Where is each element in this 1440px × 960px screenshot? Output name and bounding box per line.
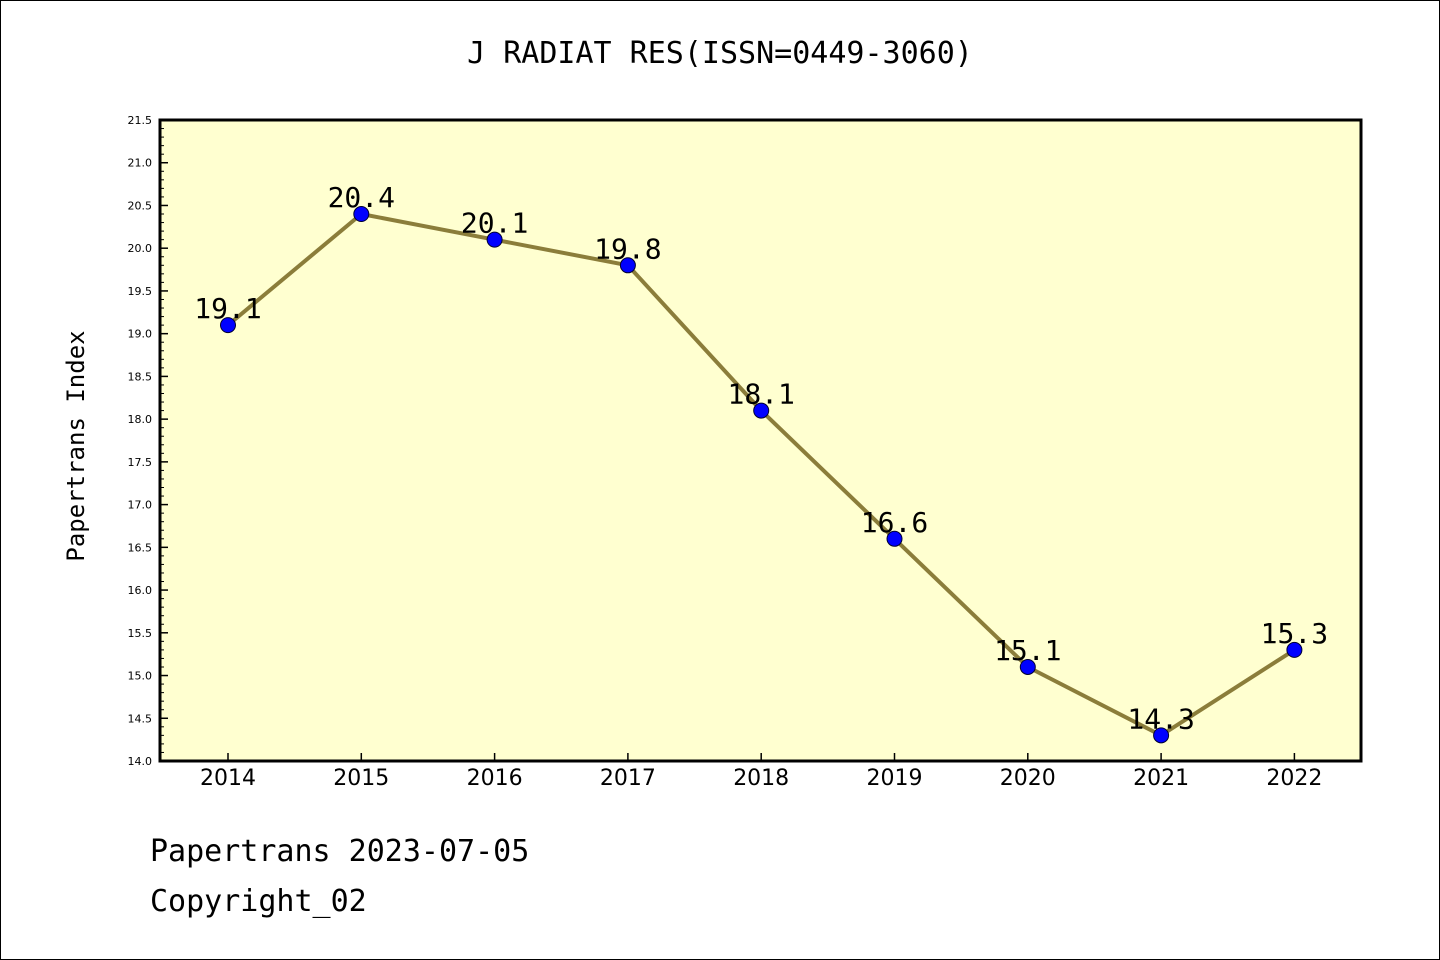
y-tick-label: 20.5 bbox=[128, 199, 153, 212]
data-label: 19.8 bbox=[594, 232, 661, 265]
data-label: 16.6 bbox=[861, 506, 928, 539]
y-axis: 14.0 14.5 15.0 15.5 16.0 16.5 17.0 17.5 18.0 18.5… bbox=[128, 114, 168, 768]
y-tick-label: 18.5 bbox=[128, 370, 153, 383]
y-tick-label: 14.0 bbox=[128, 755, 153, 768]
y-tick-label: 19.0 bbox=[128, 328, 153, 341]
plot-border bbox=[158, 118, 1363, 763]
data-label: 15.1 bbox=[994, 634, 1061, 667]
data-point bbox=[1286, 641, 1303, 658]
data-label: 15.3 bbox=[1261, 617, 1328, 650]
y-tick-label: 17.5 bbox=[128, 456, 153, 469]
y-tick-label: 21.0 bbox=[128, 157, 153, 170]
data-point bbox=[220, 317, 236, 334]
data-point bbox=[886, 530, 903, 547]
x-tick-label: 2021 bbox=[1133, 766, 1189, 791]
data-point bbox=[1153, 727, 1170, 744]
x-tick-label: 2020 bbox=[1000, 766, 1056, 791]
x-tick-label: 2014 bbox=[200, 766, 256, 791]
y-tick-label: 15.5 bbox=[128, 627, 153, 640]
data-label: 20.4 bbox=[328, 181, 395, 214]
data-point bbox=[619, 257, 636, 274]
x-tick-label: 2018 bbox=[733, 766, 789, 791]
chart-title: J RADIAT RES(ISSN=0449-3060) bbox=[467, 36, 973, 71]
x-tick-label: 2019 bbox=[867, 766, 923, 791]
data-label: 18.1 bbox=[727, 378, 794, 411]
x-tick-label: 2022 bbox=[1266, 766, 1322, 791]
data-label: 19.1 bbox=[194, 292, 261, 325]
footer-date: Papertrans 2023-07-05 bbox=[150, 834, 530, 869]
y-tick-label: 17.0 bbox=[128, 499, 153, 512]
y-tick-label: 20.0 bbox=[128, 242, 153, 255]
plot-area bbox=[160, 120, 1361, 761]
footer-copyright: Copyright_02 bbox=[150, 884, 367, 919]
data-point bbox=[1019, 658, 1036, 675]
y-tick-label: 16.0 bbox=[128, 584, 153, 597]
y-tick-label: 16.5 bbox=[128, 541, 153, 554]
y-tick-label: 15.0 bbox=[128, 670, 153, 683]
data-label: 20.1 bbox=[461, 207, 528, 240]
y-tick-label: 19.5 bbox=[128, 285, 153, 298]
data-point bbox=[753, 402, 770, 419]
data-points bbox=[220, 206, 1303, 744]
x-tick-label: 2015 bbox=[333, 766, 389, 791]
y-tick-label: 18.0 bbox=[128, 413, 153, 426]
x-tick-label: 2016 bbox=[467, 766, 523, 791]
data-point bbox=[486, 231, 503, 248]
data-label: 14.3 bbox=[1127, 702, 1194, 735]
x-tick-label: 2017 bbox=[600, 766, 656, 791]
data-labels: 19.1 20.4 20.1 19.8 18.1 16.6 15.1 14.3 15.3 bbox=[194, 181, 1328, 735]
data-point bbox=[353, 206, 370, 223]
y-tick-label: 21.5 bbox=[128, 114, 153, 127]
x-axis: 2014 2015 2016 2017 2018 2019 2020 2021 2022 bbox=[200, 753, 1322, 791]
y-tick-label: 14.5 bbox=[128, 712, 153, 725]
